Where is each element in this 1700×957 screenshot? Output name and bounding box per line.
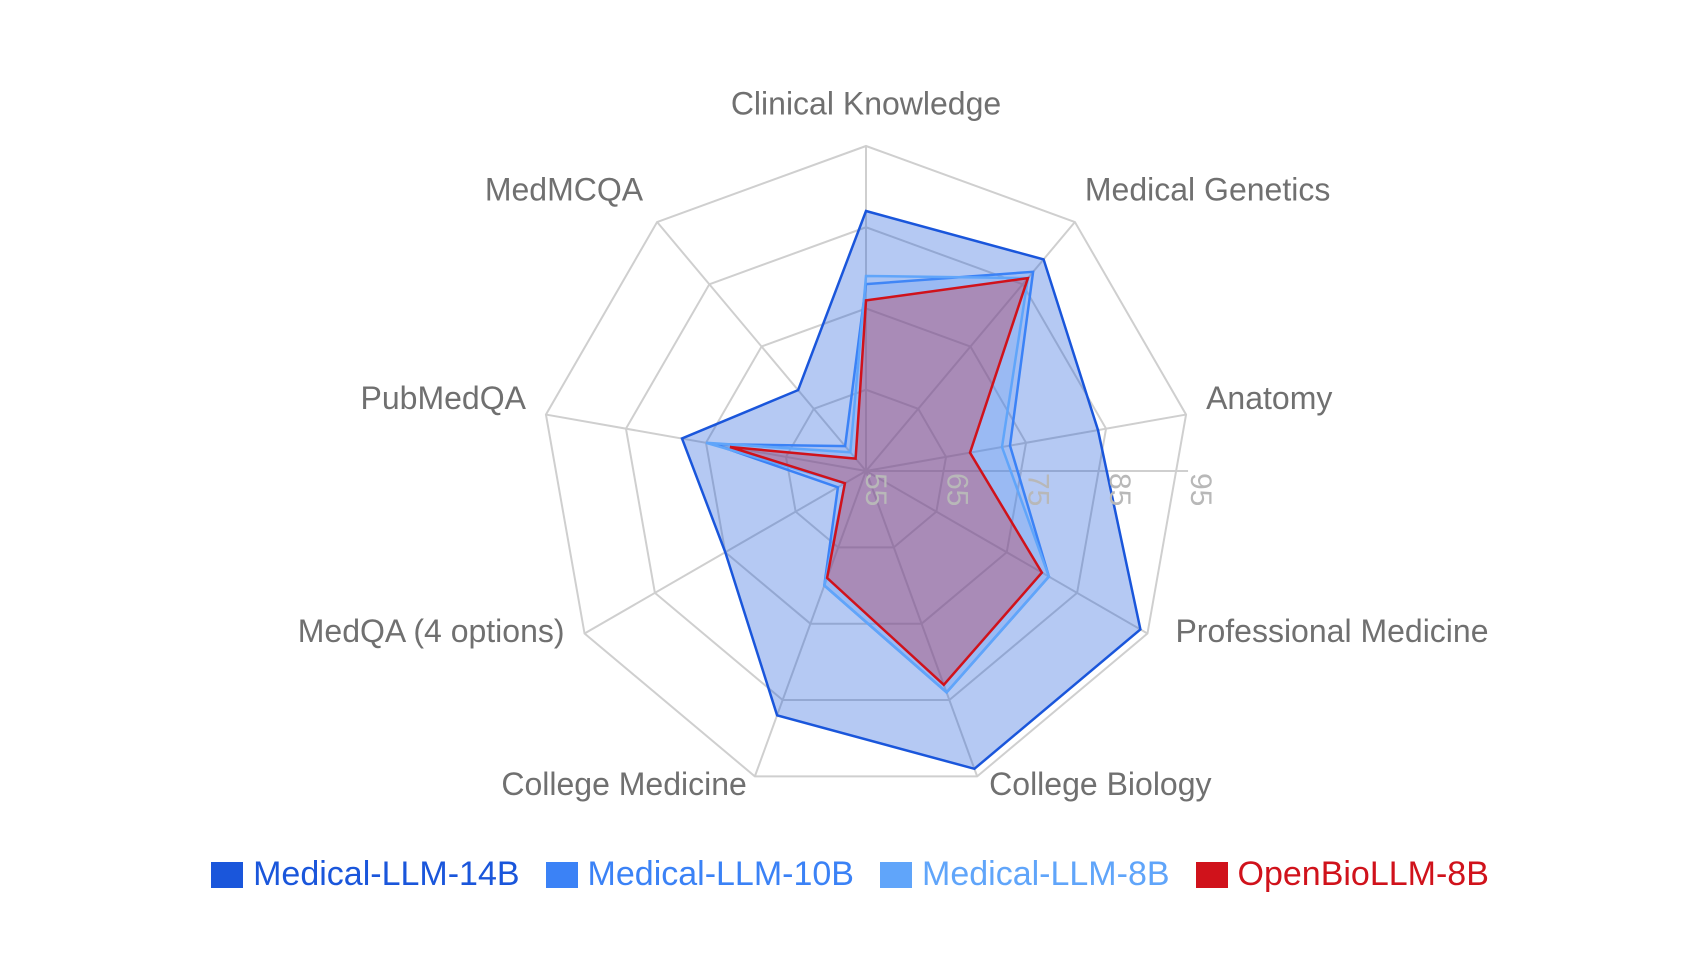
legend-item[interactable]: OpenBioLLM-8B bbox=[1195, 855, 1489, 894]
axis-label: Medical Genetics bbox=[1085, 171, 1330, 207]
axis-label: MedMCQA bbox=[485, 171, 644, 207]
tick-label: 75 bbox=[1022, 473, 1055, 506]
grid-ring bbox=[544, 144, 1188, 778]
axis-label: Clinical Knowledge bbox=[731, 85, 1001, 121]
legend-label: OpenBioLLM-8B bbox=[1237, 855, 1489, 893]
legend-swatch bbox=[1195, 861, 1228, 888]
legend-item[interactable]: Medical-LLM-8B bbox=[880, 855, 1170, 894]
grid-spoke bbox=[865, 221, 1076, 472]
tick-label: 65 bbox=[940, 473, 973, 506]
legend-label: Medical-LLM-10B bbox=[587, 855, 854, 893]
grid-spoke bbox=[865, 470, 1148, 635]
grid-spoke bbox=[656, 221, 867, 472]
legend-swatch bbox=[880, 861, 912, 888]
legend-swatch bbox=[211, 861, 244, 888]
axis-label: Professional Medicine bbox=[1175, 613, 1488, 649]
series-openbiollm-8b bbox=[729, 276, 1044, 687]
grid-spoke bbox=[865, 413, 1187, 472]
legend-label: Medical-LLM-14B bbox=[253, 855, 520, 893]
tick-label: 55 bbox=[859, 473, 892, 506]
tick-label: 95 bbox=[1184, 473, 1217, 506]
radar-plot: 55 65 75 85 95 Clinical Knowledge Medical Gene… bbox=[298, 85, 1489, 802]
grid-ring bbox=[624, 226, 1108, 702]
axis-label: MedQA (4 options) bbox=[298, 613, 565, 649]
chart-legend: Medical-LLM-14B Medical-LLM-10B Medical-LL… bbox=[0, 855, 1700, 894]
legend-item[interactable]: Medical-LLM-14B bbox=[211, 855, 520, 894]
legend-label: Medical-LLM-8B bbox=[922, 855, 1170, 893]
axis-label: PubMedQA bbox=[361, 380, 527, 416]
grid-spoke bbox=[753, 470, 867, 777]
tick-label: 85 bbox=[1103, 473, 1136, 506]
axis-label: College Biology bbox=[989, 766, 1211, 802]
legend-swatch bbox=[545, 861, 578, 888]
axis-label: College Medicine bbox=[501, 766, 746, 802]
series-medical-llm-8b bbox=[705, 274, 1051, 695]
legend-item[interactable]: Medical-LLM-10B bbox=[545, 855, 854, 894]
series-medical-llm-14b bbox=[680, 209, 1142, 771]
grid-ring bbox=[704, 307, 1028, 625]
grid-ring bbox=[784, 388, 948, 549]
grid-spoke bbox=[865, 470, 979, 777]
axis-label: Anatomy bbox=[1206, 380, 1332, 416]
